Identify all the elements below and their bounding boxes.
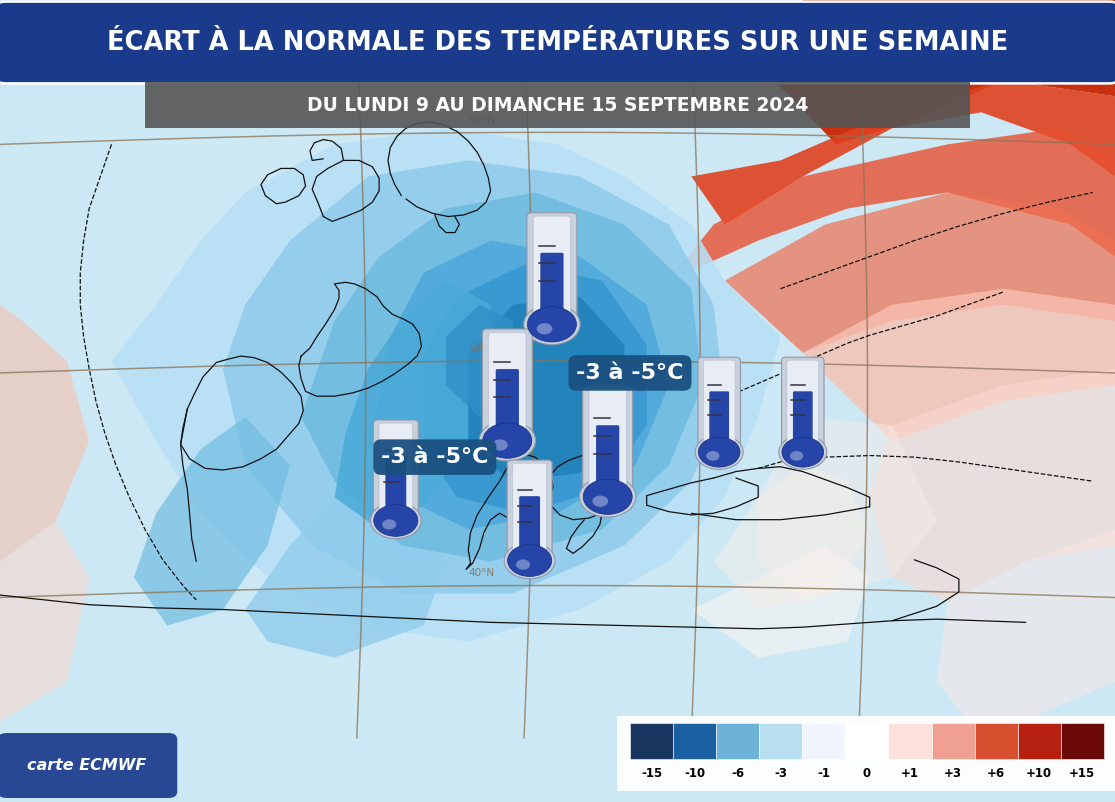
Bar xyxy=(630,723,673,759)
Polygon shape xyxy=(424,265,647,513)
Text: -6: -6 xyxy=(731,767,744,780)
Bar xyxy=(1018,723,1060,759)
Polygon shape xyxy=(691,545,870,658)
Circle shape xyxy=(507,545,552,577)
Polygon shape xyxy=(334,281,491,529)
Circle shape xyxy=(524,304,580,345)
Polygon shape xyxy=(134,417,290,626)
FancyBboxPatch shape xyxy=(374,420,418,520)
FancyBboxPatch shape xyxy=(709,391,729,448)
Polygon shape xyxy=(0,521,89,722)
Circle shape xyxy=(382,520,396,529)
FancyBboxPatch shape xyxy=(793,391,813,448)
FancyBboxPatch shape xyxy=(704,360,735,450)
Text: -10: -10 xyxy=(683,767,705,780)
Polygon shape xyxy=(691,80,1115,225)
Bar xyxy=(759,723,803,759)
Circle shape xyxy=(583,479,632,514)
Polygon shape xyxy=(446,305,513,417)
FancyBboxPatch shape xyxy=(787,360,818,450)
Polygon shape xyxy=(301,192,702,561)
Text: -1: -1 xyxy=(817,767,831,780)
Polygon shape xyxy=(368,241,669,529)
Polygon shape xyxy=(725,192,1115,353)
FancyBboxPatch shape xyxy=(597,425,619,492)
Polygon shape xyxy=(0,305,89,561)
Polygon shape xyxy=(223,160,725,593)
Text: 40°N: 40°N xyxy=(468,568,495,577)
FancyBboxPatch shape xyxy=(496,369,518,436)
Circle shape xyxy=(536,323,552,334)
Circle shape xyxy=(527,306,576,342)
FancyBboxPatch shape xyxy=(782,357,824,452)
Bar xyxy=(845,723,889,759)
FancyBboxPatch shape xyxy=(483,329,532,441)
Circle shape xyxy=(504,542,555,579)
Bar xyxy=(803,723,845,759)
Bar xyxy=(145,82,970,128)
Circle shape xyxy=(516,560,530,569)
FancyBboxPatch shape xyxy=(507,460,552,561)
Text: +15: +15 xyxy=(1069,767,1095,780)
Circle shape xyxy=(706,451,719,460)
FancyBboxPatch shape xyxy=(533,216,571,322)
Text: +6: +6 xyxy=(987,767,1006,780)
Text: 50°N: 50°N xyxy=(468,343,495,353)
Text: -3: -3 xyxy=(774,767,787,780)
FancyBboxPatch shape xyxy=(0,2,1115,83)
Text: +1: +1 xyxy=(901,767,919,780)
Polygon shape xyxy=(870,369,1115,602)
Circle shape xyxy=(698,437,740,467)
Polygon shape xyxy=(803,289,1115,441)
Bar xyxy=(1060,723,1104,759)
FancyBboxPatch shape xyxy=(698,357,740,452)
Text: ÉCART À LA NORMALE DES TEMPÉRATURES SUR UNE SEMAINE: ÉCART À LA NORMALE DES TEMPÉRATURES SUR … xyxy=(107,30,1008,55)
Polygon shape xyxy=(714,465,870,610)
FancyBboxPatch shape xyxy=(541,253,563,320)
Bar xyxy=(673,723,716,759)
FancyBboxPatch shape xyxy=(583,385,632,497)
Text: 0: 0 xyxy=(863,767,871,780)
Circle shape xyxy=(695,435,744,469)
Text: +3: +3 xyxy=(944,767,962,780)
FancyBboxPatch shape xyxy=(527,213,576,325)
Text: 60°N: 60°N xyxy=(468,115,495,124)
FancyBboxPatch shape xyxy=(589,388,627,494)
Text: -3 à -5°C: -3 à -5°C xyxy=(576,363,683,383)
Polygon shape xyxy=(758,0,1115,144)
FancyBboxPatch shape xyxy=(488,332,526,438)
FancyBboxPatch shape xyxy=(386,456,406,516)
Circle shape xyxy=(580,476,636,517)
FancyBboxPatch shape xyxy=(0,733,177,798)
Text: carte ECMWF: carte ECMWF xyxy=(28,758,146,772)
FancyBboxPatch shape xyxy=(520,496,540,557)
Circle shape xyxy=(789,451,803,460)
Bar xyxy=(931,723,975,759)
Text: DU LUNDI 9 AU DIMANCHE 15 SEPTEMBRE 2024: DU LUNDI 9 AU DIMANCHE 15 SEPTEMBRE 2024 xyxy=(307,95,808,115)
Bar xyxy=(889,723,931,759)
Text: -15: -15 xyxy=(641,767,662,780)
Polygon shape xyxy=(937,529,1115,738)
Circle shape xyxy=(592,496,608,507)
Bar xyxy=(617,716,1115,791)
Bar xyxy=(716,723,759,759)
Circle shape xyxy=(374,504,418,537)
Polygon shape xyxy=(669,128,1115,281)
Circle shape xyxy=(778,435,827,469)
Circle shape xyxy=(782,437,824,467)
Polygon shape xyxy=(112,128,780,642)
Text: +10: +10 xyxy=(1026,767,1053,780)
Text: -3 à -5°C: -3 à -5°C xyxy=(381,448,488,467)
Circle shape xyxy=(492,439,507,451)
Bar xyxy=(975,723,1018,759)
Circle shape xyxy=(483,423,532,458)
FancyBboxPatch shape xyxy=(379,423,413,518)
Polygon shape xyxy=(758,417,937,602)
Polygon shape xyxy=(245,497,446,658)
FancyBboxPatch shape xyxy=(513,463,546,558)
Circle shape xyxy=(370,502,421,539)
Polygon shape xyxy=(468,297,624,481)
Circle shape xyxy=(479,420,535,461)
